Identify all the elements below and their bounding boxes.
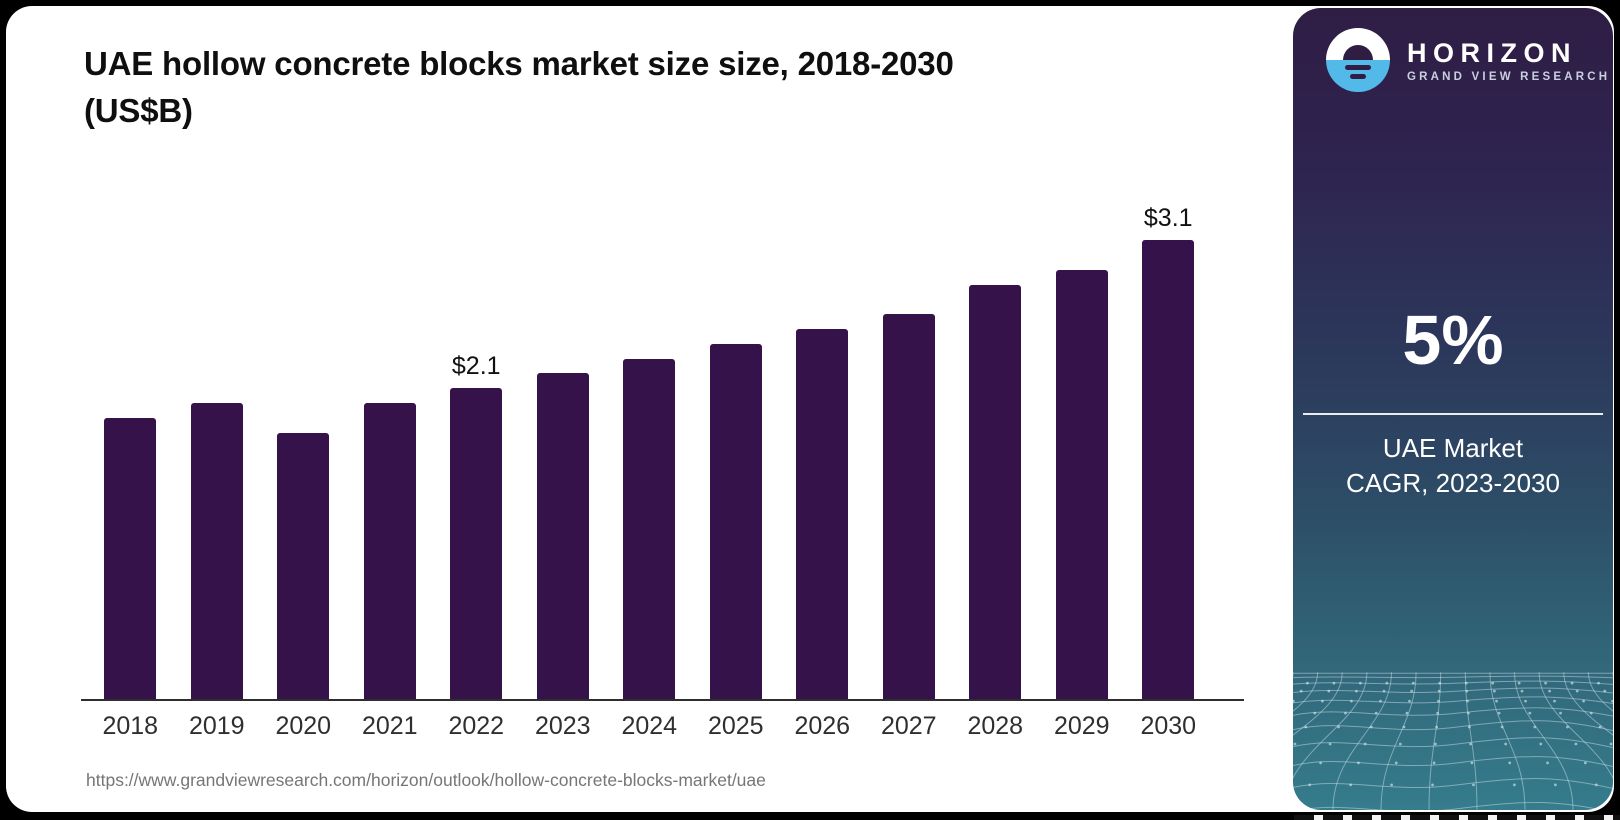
x-axis-label-2021: 2021 <box>361 712 418 740</box>
bar-2028 <box>969 285 1022 699</box>
bar-column-2019 <box>174 403 261 699</box>
x-axis-label-2018: 2018 <box>102 712 159 740</box>
x-axis-label-2025: 2025 <box>707 712 764 740</box>
bar-2020 <box>277 433 330 699</box>
x-axis-label-2030: 2030 <box>1140 712 1197 740</box>
bar-column-2020 <box>260 433 347 699</box>
chart-title-line2: (US$B) <box>84 92 193 129</box>
x-axis-label-2024: 2024 <box>621 712 678 740</box>
bar-2029 <box>1055 270 1108 699</box>
bar-value-label-2030: $3.1 <box>1143 204 1193 232</box>
x-axis-label-2023: 2023 <box>534 712 591 740</box>
bar-2023 <box>536 373 589 699</box>
x-axis-label-2029: 2029 <box>1053 712 1110 740</box>
bar-column-2030: $3.1 <box>1125 204 1212 699</box>
horizon-sun-logo-icon <box>1326 28 1390 92</box>
bar-2019 <box>190 403 243 699</box>
brand-name: HORIZON <box>1407 37 1577 68</box>
bar-2024 <box>623 359 676 699</box>
brand-logo: HORIZON GRAND VIEW RESEARCH <box>1326 28 1610 92</box>
bar-column-2022: $2.1 <box>433 352 520 699</box>
chart-title: UAE hollow concrete blocks market size s… <box>84 40 1164 134</box>
bar-2025 <box>709 344 762 699</box>
bar-2026 <box>796 329 849 699</box>
x-axis-label-2028: 2028 <box>967 712 1024 740</box>
bar-2018 <box>104 418 157 699</box>
cagr-caption-line2: CAGR, 2023-2030 <box>1346 468 1560 498</box>
x-axis-labels: 2018 2019 2020 2021 2022 2023 2024 2025 2026 2027… <box>87 712 1212 741</box>
x-axis-label-2022: 2022 <box>448 712 505 740</box>
x-axis-label-2027: 2027 <box>880 712 937 740</box>
bottom-dashed-decoration <box>1294 815 1620 820</box>
bar-2027 <box>882 314 935 699</box>
x-axis-label-2019: 2019 <box>188 712 245 740</box>
cagr-stat-value: 5% <box>1402 301 1504 379</box>
bar-column-2023 <box>520 373 607 699</box>
bar-column-2028 <box>952 285 1039 699</box>
bar-2022 <box>450 388 503 699</box>
x-axis-line <box>81 699 1244 701</box>
bar-column-2026 <box>779 329 866 699</box>
logo-ripple-shape <box>1345 65 1371 70</box>
bar-2021 <box>363 403 416 699</box>
bar-2030 <box>1142 240 1195 699</box>
bar-chart: $2.1 $3.1 2018 2019 2020 2021 2022 2023 2024 202… <box>6 6 1256 766</box>
stat-divider <box>1303 413 1603 415</box>
x-axis-label-2026: 2026 <box>794 712 851 740</box>
logo-ripple-shape <box>1350 74 1366 79</box>
x-axis-label-2020: 2020 <box>275 712 332 740</box>
bar-value-label-2022: $2.1 <box>451 352 501 380</box>
wireframe-mesh-decoration <box>1293 670 1613 810</box>
bar-column-2018 <box>87 418 174 699</box>
brand-subtitle: GRAND VIEW RESEARCH <box>1407 70 1611 83</box>
bar-column-2024 <box>606 359 693 699</box>
cagr-caption-line1: UAE Market <box>1382 433 1524 463</box>
logo-sun-shape <box>1343 45 1373 60</box>
source-url: https://www.grandviewresearch.com/horizo… <box>86 770 766 790</box>
brand-text: HORIZON GRAND VIEW RESEARCH <box>1407 38 1610 83</box>
sidebar: HORIZON GRAND VIEW RESEARCH 5% UAE Marke… <box>1293 8 1613 810</box>
bar-column-2029 <box>1039 270 1126 699</box>
chart-title-line1: UAE hollow concrete blocks market size s… <box>84 45 954 82</box>
bar-column-2027 <box>866 314 953 699</box>
bar-column-2021 <box>347 403 434 699</box>
bar-column-2025 <box>693 344 780 699</box>
cagr-stat-caption: UAE Market CAGR, 2023-2030 <box>1293 431 1613 501</box>
bars-row: $2.1 $3.1 <box>87 176 1212 699</box>
